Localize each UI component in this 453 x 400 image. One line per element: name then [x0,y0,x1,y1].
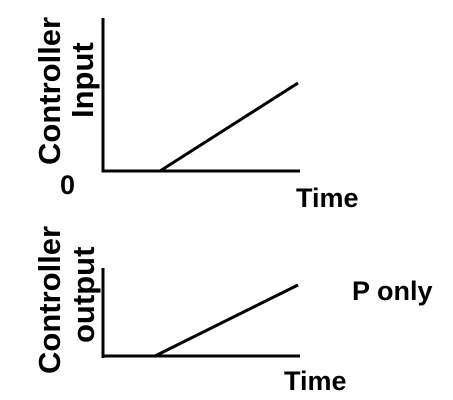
top-xlabel: Time [296,183,359,213]
bottom-xlabel: Time [284,366,347,396]
top-origin-label: 0 [60,170,75,200]
p-only-annotation: P only [352,276,433,306]
top-ylabel-line2: Input [65,42,100,118]
bottom-graph: Controller output Time [32,226,347,396]
top-ylabel-line1: Controller [32,17,67,165]
top-input-ramp [159,81,299,173]
top-graph: Controller Input 0 Time [32,17,359,213]
bottom-ylabel-line2: output [66,247,101,343]
bottom-ylabel-line1: Controller [32,226,67,374]
bottom-output-ramp [154,283,299,358]
